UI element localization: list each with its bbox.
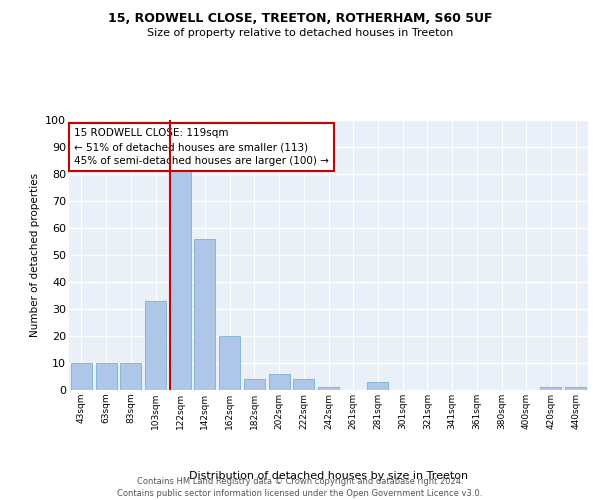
Text: 15, RODWELL CLOSE, TREETON, ROTHERHAM, S60 5UF: 15, RODWELL CLOSE, TREETON, ROTHERHAM, S… (108, 12, 492, 26)
Text: 15 RODWELL CLOSE: 119sqm
← 51% of detached houses are smaller (113)
45% of semi-: 15 RODWELL CLOSE: 119sqm ← 51% of detach… (74, 128, 329, 166)
Text: Size of property relative to detached houses in Treeton: Size of property relative to detached ho… (147, 28, 453, 38)
Bar (120, 363, 141, 390)
Bar (194, 239, 215, 390)
Bar (71, 363, 92, 390)
Bar (244, 379, 265, 390)
Bar (170, 172, 191, 390)
Text: Contains HM Land Registry data © Crown copyright and database right 2024.
Contai: Contains HM Land Registry data © Crown c… (118, 476, 482, 498)
Bar (565, 388, 586, 390)
Bar (318, 388, 339, 390)
Bar (269, 374, 290, 390)
Bar (219, 336, 240, 390)
Bar (145, 301, 166, 390)
Bar (293, 379, 314, 390)
Y-axis label: Number of detached properties: Number of detached properties (29, 173, 40, 337)
Bar (95, 363, 116, 390)
Bar (367, 382, 388, 390)
X-axis label: Distribution of detached houses by size in Treeton: Distribution of detached houses by size … (189, 471, 468, 481)
Bar (541, 388, 562, 390)
